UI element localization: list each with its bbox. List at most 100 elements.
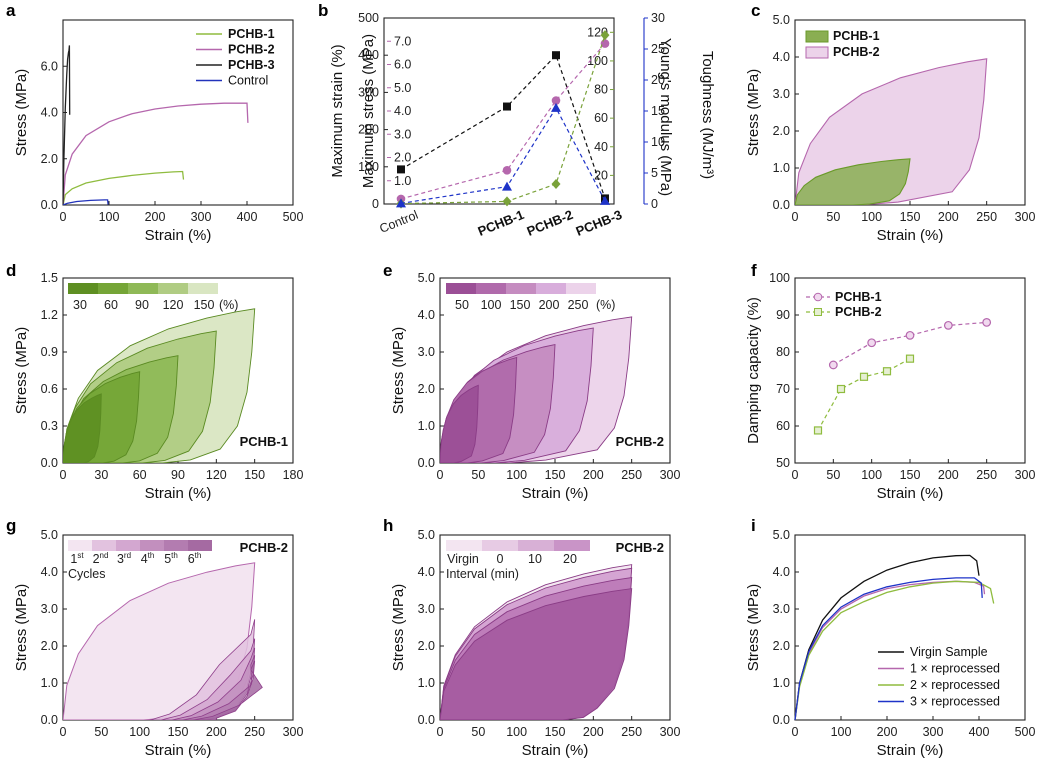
y-axis-label: Stress (MPa) [390, 327, 407, 415]
legend-label: Virgin Sample [910, 645, 988, 659]
y4-tick-label: 25 [651, 42, 665, 56]
y-tick-label: 3.0 [418, 345, 435, 359]
colorbar-segment [446, 540, 482, 551]
data-point-circle [905, 330, 915, 340]
colorbar-segment [116, 540, 140, 551]
y-tick-label: 2.0 [418, 639, 435, 653]
y3-tick-label: 80 [594, 83, 608, 97]
x-tick-label: 100 [831, 725, 852, 739]
y-tick-label: 4.0 [418, 308, 435, 322]
x-tick-label: 150 [168, 725, 189, 739]
y-axis-label: Stress (MPa) [745, 69, 762, 157]
y-axis-label: Damping capacity (%) [745, 297, 762, 444]
data-point-circle [828, 360, 838, 370]
y-axis-label: Stress (MPa) [13, 69, 30, 157]
y-axis-label: Stress (MPa) [745, 584, 762, 672]
series-line-PCHB-3 [63, 45, 71, 205]
x-tick-label: 90 [171, 468, 185, 482]
legend-label: 3 × reprocessed [910, 695, 1000, 709]
legend-marker [814, 308, 822, 316]
x-category-label: Control [378, 208, 421, 236]
y2-tick-label: 5.0 [394, 81, 411, 95]
x-tick-label: 150 [244, 468, 265, 482]
colorbar-tick-label: 120 [163, 298, 184, 312]
data-point-circle [867, 338, 877, 348]
y-tick-label: 1.0 [418, 419, 435, 433]
y-tick-label: 2.0 [773, 639, 790, 653]
series-dashed-line [400, 106, 606, 204]
y-tick-label: 80 [776, 345, 790, 359]
panel-label-c: c [751, 1, 760, 20]
x-tick-label: 50 [826, 210, 840, 224]
x-tick-label: 250 [621, 725, 642, 739]
x-tick-label: 200 [206, 725, 227, 739]
x-tick-label: 150 [545, 468, 566, 482]
x-tick-label: 50 [471, 468, 485, 482]
y-tick-label: 500 [358, 11, 379, 25]
series-line [794, 577, 983, 721]
colorbar-segment [518, 540, 554, 551]
colorbar-unit: (%) [596, 298, 615, 312]
panel-label-g: g [6, 516, 16, 535]
x-tick-label: 300 [660, 468, 681, 482]
x-tick-label: 500 [283, 210, 304, 224]
y4-tick-label: 5 [651, 166, 658, 180]
data-point-diamond [600, 30, 610, 41]
data-point-square [552, 51, 560, 60]
x-tick-label: 200 [583, 468, 604, 482]
x-tick-label: 300 [283, 725, 304, 739]
x-tick-label: 100 [129, 725, 150, 739]
data-point-circle [982, 318, 992, 327]
y-tick-label: 1.2 [41, 308, 58, 322]
colorbar-tick-label: 200 [539, 298, 560, 312]
x-tick-label: 400 [237, 210, 258, 224]
y-tick-label: 0.0 [41, 456, 58, 470]
y-tick-label: 5.0 [41, 528, 58, 542]
x-tick-label: 250 [621, 468, 642, 482]
colorbar-segment [98, 283, 128, 294]
y3-tick-label: 40 [594, 140, 608, 154]
panel-label-d: d [6, 261, 16, 280]
data-point-square [859, 372, 869, 381]
y-tick-label: 100 [769, 271, 790, 285]
x-tick-label: 250 [976, 468, 997, 482]
series-line [794, 580, 995, 721]
panel-label-a: a [6, 1, 16, 20]
x-tick-label: 200 [938, 468, 959, 482]
y2-tick-label: 6.0 [394, 58, 411, 72]
colorbar-segment [68, 283, 98, 294]
y-tick-label: 1.0 [773, 676, 790, 690]
legend-label: PCHB-1 [835, 290, 882, 304]
data-point-square [813, 426, 823, 435]
panel-series-name: PCHB-2 [616, 540, 664, 555]
x-tick-label: 0 [60, 468, 67, 482]
x-axis-label: Strain (%) [145, 227, 212, 244]
y-tick-label: 1.0 [41, 676, 58, 690]
y-tick-label: 4.0 [41, 106, 58, 120]
x-tick-label: 120 [206, 468, 227, 482]
series-line [794, 554, 980, 721]
x-tick-label: 300 [923, 725, 944, 739]
y-tick-label: 4.0 [773, 50, 790, 64]
series-line-Control [63, 199, 109, 205]
legend-label: Control [228, 74, 268, 88]
y4-axis-label: Toughness (MJ/m³) [699, 51, 716, 179]
colorbar-tick-label: 3rd [117, 551, 131, 566]
colorbar-segment [476, 283, 506, 294]
y2-tick-label: 2.0 [394, 151, 411, 165]
colorbar-tick-label: 10 [528, 552, 542, 566]
data-point-triangle [502, 181, 512, 191]
colorbar-segment [188, 540, 212, 551]
colorbar-segment [554, 540, 590, 551]
x-category-label: PCHB-1 [476, 207, 527, 239]
y4-tick-label: 10 [651, 135, 665, 149]
colorbar-tick-label: 60 [104, 298, 118, 312]
colorbar-title: Interval (min) [446, 567, 519, 581]
y4-tick-label: 30 [651, 11, 665, 25]
x-tick-label: 0 [792, 468, 799, 482]
y4-tick-label: 20 [651, 73, 665, 87]
y3-tick-label: 20 [594, 168, 608, 182]
x-tick-label: 0 [437, 725, 444, 739]
y-tick-label: 2.0 [773, 124, 790, 138]
series-dashed-line [817, 358, 911, 431]
